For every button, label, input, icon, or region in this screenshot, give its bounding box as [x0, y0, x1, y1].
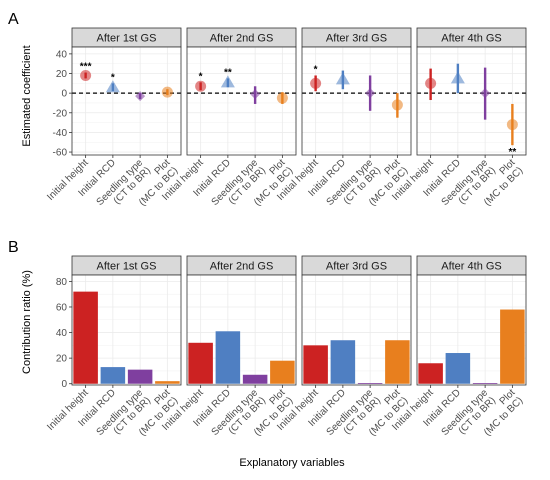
panel-border [416, 46, 527, 156]
plot-background [72, 47, 181, 155]
panel-border [301, 46, 412, 156]
panel-border [301, 274, 412, 386]
plot-background [302, 47, 411, 155]
facet-strip-label: After 4th GS [441, 261, 502, 273]
panel-a-ylabel: Estimated coefficient [21, 45, 33, 146]
y-tick-label: 80 [56, 277, 68, 288]
plot-background [417, 47, 526, 155]
point-seedling-type [365, 88, 376, 99]
bar-seedling-type [472, 383, 498, 384]
panel-letter-b: B [8, 239, 19, 256]
y-tick-label: 0 [61, 89, 67, 100]
point-plot [276, 92, 288, 104]
bar-plot [155, 381, 180, 384]
significance-label: ** [508, 147, 516, 158]
y-tick-label: -20 [53, 108, 68, 119]
bar-initial-height [418, 363, 443, 384]
point-initial-rcd [220, 75, 235, 88]
significance-label: *** [80, 62, 92, 73]
bar-initial-height [73, 291, 98, 384]
bar-initial-rcd [445, 353, 471, 384]
panel-letter-a: A [8, 11, 19, 28]
significance-label: * [199, 71, 203, 82]
panel-border [71, 46, 182, 156]
panel-border [416, 274, 527, 386]
y-tick-label: -60 [53, 148, 68, 159]
bar-initial-rcd [100, 367, 126, 384]
facet-strip-label: After 2nd GS [210, 33, 274, 45]
bar-seedling-type [242, 374, 268, 384]
point-seedling-type [480, 88, 491, 99]
point-initial-rcd [450, 71, 465, 84]
bar-initial-rcd [215, 331, 241, 384]
bar-initial-height [303, 345, 328, 384]
point-initial-rcd [335, 72, 350, 85]
bar-plot [270, 360, 295, 384]
point-initial-height [80, 69, 92, 81]
point-plot [506, 119, 518, 131]
point-plot [161, 86, 173, 98]
bar-initial-rcd [330, 340, 356, 384]
panel-border [71, 274, 182, 386]
facet-strip-label: After 1st GS [97, 261, 157, 273]
significance-label: * [314, 64, 318, 75]
y-tick-label: 0 [61, 379, 67, 390]
facet-strip-label: After 4th GS [441, 33, 502, 45]
y-tick-label: 40 [56, 49, 68, 60]
y-tick-label: 20 [56, 354, 68, 365]
y-tick-label: -40 [53, 128, 68, 139]
facet-strip-label: After 3rd GS [326, 33, 387, 45]
bar-plot [385, 340, 410, 384]
point-seedling-type [250, 89, 261, 100]
y-tick-label: 60 [56, 302, 68, 313]
panel-a-y-axis: -60 -40 -20 0 20 40 [53, 49, 72, 159]
point-initial-height [195, 80, 207, 92]
point-initial-rcd [105, 80, 120, 93]
y-tick-label: 40 [56, 328, 68, 339]
panel-b-y-axis: 0 20 40 60 80 [56, 277, 72, 390]
bar-plot [500, 309, 525, 384]
point-seedling-type [135, 91, 146, 102]
y-tick-label: 20 [56, 69, 68, 80]
facet-strip-label: After 1st GS [97, 33, 157, 45]
significance-label: ** [224, 67, 232, 78]
facet-strip-label: After 2nd GS [210, 261, 274, 273]
panel-border [186, 46, 297, 156]
point-initial-height [310, 77, 322, 89]
bar-initial-height [188, 342, 213, 384]
panel-b-ylabel: Contribution ratio (%) [21, 270, 33, 374]
point-initial-height [425, 77, 437, 89]
facet-strip-label: After 3rd GS [326, 261, 387, 273]
bar-seedling-type [127, 369, 153, 384]
bar-seedling-type [357, 383, 383, 384]
significance-label: * [111, 72, 115, 83]
panel-border [186, 274, 297, 386]
point-plot [391, 99, 403, 111]
shared-xlabel: Explanatory variables [239, 457, 345, 469]
